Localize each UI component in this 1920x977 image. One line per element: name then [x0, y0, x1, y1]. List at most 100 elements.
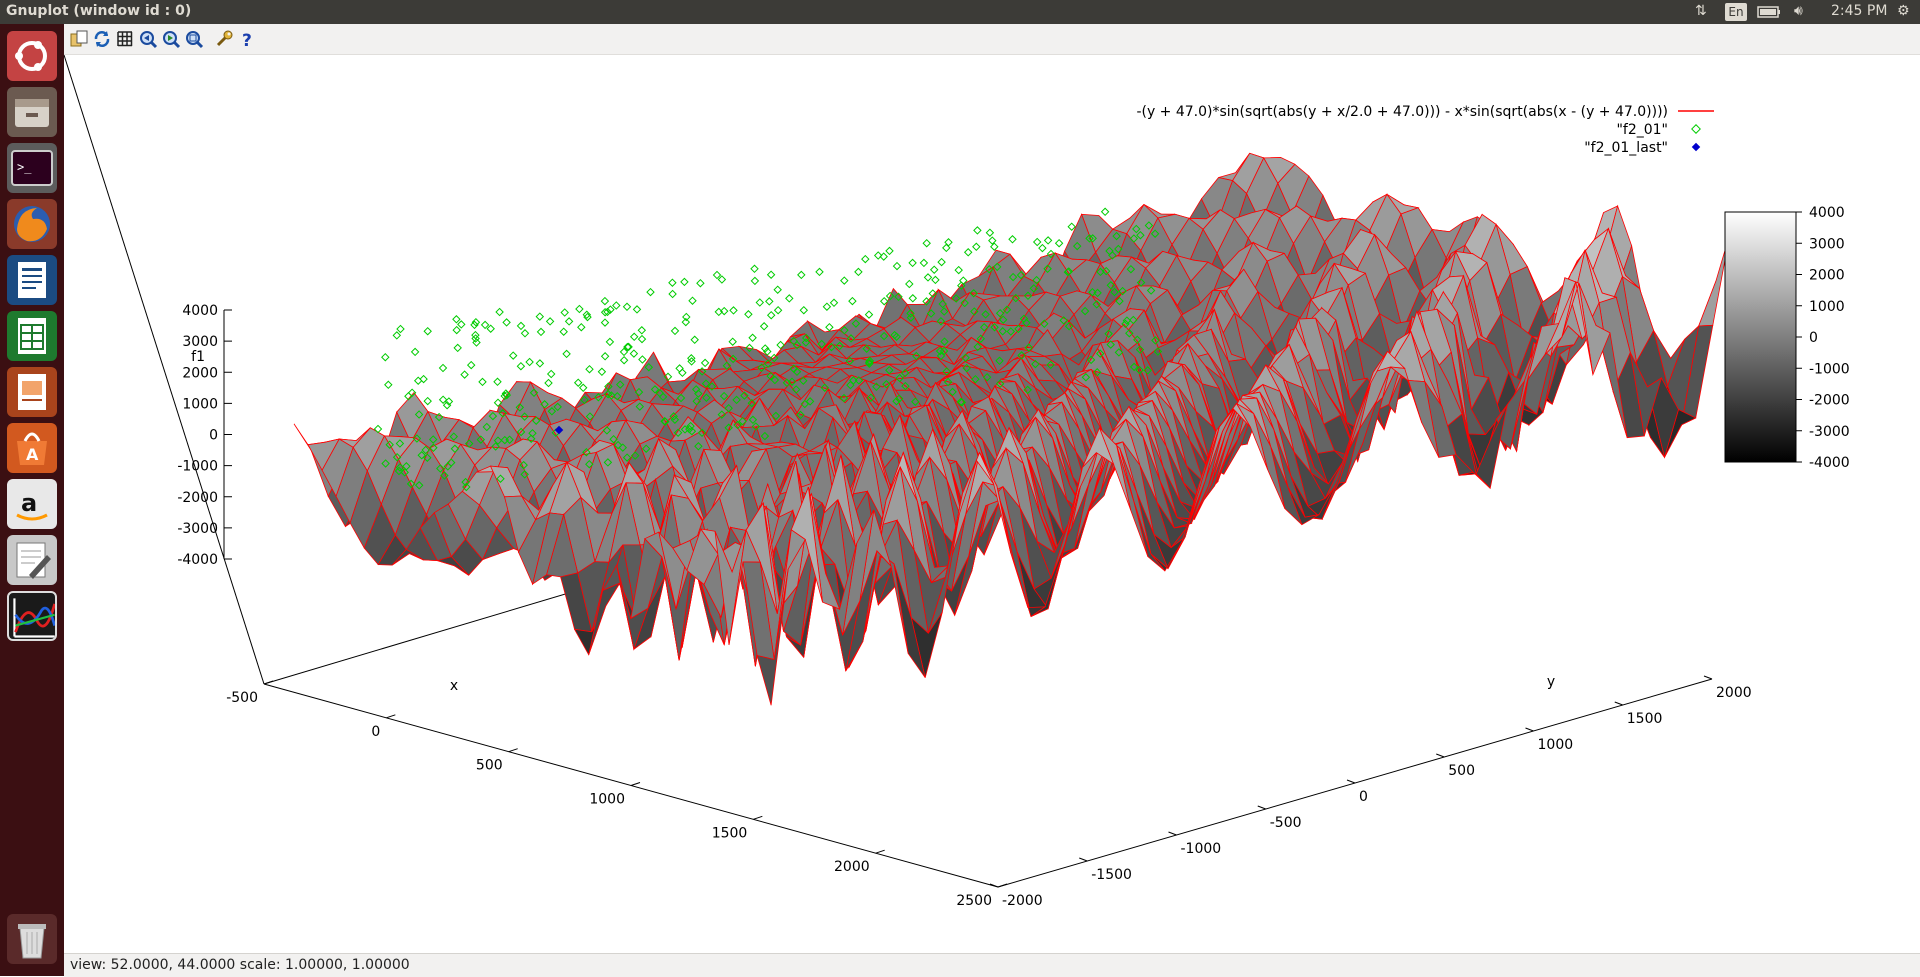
scatter-point: [717, 275, 727, 284]
ubuntu-dash-icon[interactable]: [7, 31, 57, 81]
scatter-point: [1064, 267, 1074, 276]
scatter-point: [990, 322, 999, 332]
scatter-point: [954, 265, 963, 275]
scatter-point: [951, 294, 961, 303]
scatter-point: [960, 298, 969, 308]
scatter-point: [938, 299, 947, 309]
scatter-point: [1031, 359, 1040, 369]
zoom-previous-icon[interactable]: [138, 29, 158, 49]
help-icon[interactable]: ?: [237, 29, 257, 49]
scatter-point: [496, 474, 505, 483]
scatter-point: [603, 389, 613, 399]
grid-icon[interactable]: [115, 29, 135, 49]
scatter-point: [882, 379, 891, 389]
software-center-icon[interactable]: A: [7, 423, 57, 473]
scatter-point: [694, 389, 703, 398]
x-tick-label: 2000: [834, 859, 870, 875]
scatter-point: [1080, 306, 1090, 316]
scatter-point: [687, 354, 696, 363]
scatter-point: [436, 464, 445, 473]
scatter-point: [1043, 264, 1052, 274]
scatter-point: [1032, 275, 1041, 285]
scatter-point: [782, 378, 792, 388]
copy-clipboard-icon[interactable]: [69, 29, 89, 49]
calc-icon[interactable]: [7, 311, 57, 361]
scatter-points-f2-01: [373, 207, 1163, 492]
scatter-point: [845, 356, 855, 366]
scatter-point: [829, 298, 839, 308]
replot-icon[interactable]: [92, 29, 112, 49]
scatter-point: [575, 304, 584, 314]
scatter-point: [528, 428, 537, 438]
scatter-point: [1093, 288, 1102, 298]
scatter-point: [732, 395, 741, 405]
impress-icon[interactable]: [7, 367, 57, 417]
zoom-next-icon[interactable]: [161, 29, 181, 49]
window-title: Gnuplot (window id : 0): [6, 3, 192, 19]
keyboard-indicator[interactable]: En: [1725, 3, 1747, 21]
gear-icon[interactable]: ⚙: [1897, 3, 1910, 19]
y-tick-label: -2000: [1002, 893, 1043, 909]
scatter-point: [701, 379, 711, 388]
scatter-point: [702, 393, 711, 403]
gnuplot-icon[interactable]: [7, 591, 57, 641]
scatter-point: [635, 402, 645, 411]
scatter-point: [585, 364, 594, 374]
scatter-point: [460, 370, 469, 379]
scatter-point: [959, 276, 968, 285]
text-editor-icon[interactable]: [7, 535, 57, 585]
scatter-point: [493, 398, 503, 407]
scatter-point: [482, 422, 492, 432]
scatter-point: [846, 334, 856, 343]
scatter-point: [766, 310, 776, 320]
terminal-icon[interactable]: >_: [7, 143, 57, 193]
colorbox-tick-label: -1000: [1809, 361, 1850, 377]
scatter-point: [493, 436, 503, 445]
scatter-point: [619, 355, 629, 365]
scatter-point: [885, 365, 894, 375]
scatter-point: [697, 367, 707, 376]
scatter-point: [962, 363, 971, 373]
scatter-point: [600, 318, 610, 327]
y-tick-mark: [1614, 701, 1623, 706]
scatter-point: [449, 432, 459, 441]
scatter-point: [488, 411, 498, 421]
scatter-point: [442, 400, 452, 410]
launcher: >_ A a: [0, 24, 64, 976]
files-icon[interactable]: [7, 87, 57, 137]
scatter-point: [1114, 244, 1123, 254]
scatter-point: [1151, 336, 1160, 345]
scatter-point: [400, 468, 409, 477]
legend-entry-f2-01: "f2_01": [1616, 122, 1668, 138]
scatter-point: [1114, 348, 1124, 357]
scatter-point: [1023, 291, 1033, 301]
scatter-point: [1110, 287, 1119, 297]
options-icon[interactable]: [215, 29, 235, 49]
writer-icon[interactable]: [7, 255, 57, 305]
svg-text:A: A: [26, 445, 39, 464]
y-tick-label: 1000: [1538, 737, 1574, 753]
scatter-point: [603, 307, 612, 317]
scatter-point: [629, 332, 639, 342]
scatter-point: [963, 248, 973, 257]
scatter-point: [461, 477, 470, 487]
scatter-point: [936, 316, 946, 326]
scatter-point: [872, 382, 881, 392]
scatter-point: [385, 440, 394, 449]
surface-mesh: [293, 152, 1731, 706]
scatter-point: [799, 305, 809, 315]
scatter-point: [839, 393, 849, 403]
unzoom-icon[interactable]: [184, 29, 204, 49]
scatter-point: [498, 409, 508, 418]
scatter-point: [937, 257, 946, 267]
plot-canvas[interactable]: -(y + 47.0)*sin(sqrt(abs(y + x/2.0 + 47.…: [64, 55, 1920, 952]
scatter-point: [1092, 368, 1102, 377]
scatter-point: [525, 357, 534, 367]
clock[interactable]: 2:45 PM: [1831, 3, 1888, 19]
amazon-icon[interactable]: a: [7, 479, 57, 529]
trash-icon[interactable]: [7, 914, 57, 964]
firefox-icon[interactable]: [7, 199, 57, 249]
battery-icon[interactable]: [1757, 5, 1781, 23]
volume-icon[interactable]: 🔊︎: [1794, 3, 1803, 19]
network-icon[interactable]: ⇅: [1695, 3, 1707, 19]
